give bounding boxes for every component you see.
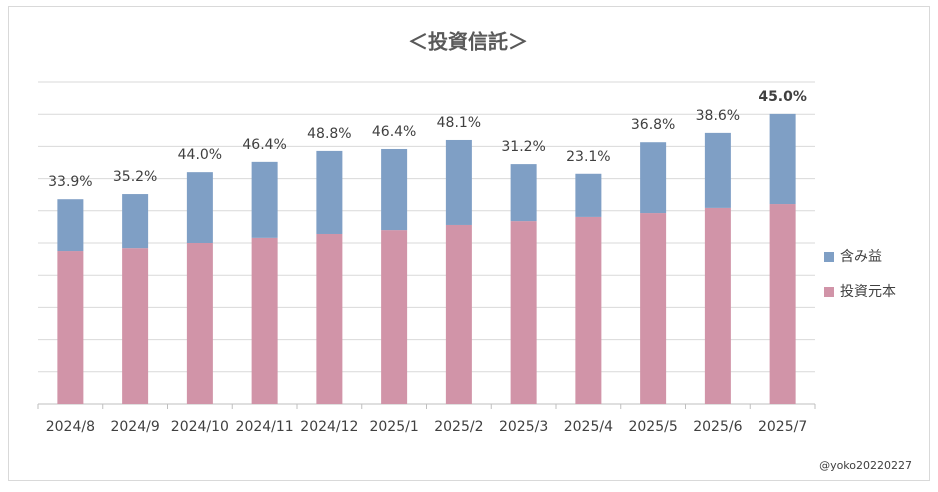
bar-segment — [510, 164, 537, 222]
bar-segment — [575, 216, 602, 404]
data-label: 46.4% — [372, 124, 416, 140]
data-label: 31.2% — [501, 139, 545, 155]
data-label: 38.6% — [696, 108, 740, 124]
bar-segment — [316, 233, 343, 404]
bar-segment — [510, 221, 537, 404]
data-label: 45.0% — [758, 89, 807, 105]
x-tick-label: 2025/1 — [369, 419, 418, 435]
bar-segment — [769, 204, 796, 404]
x-tick-label: 2024/12 — [300, 419, 358, 435]
data-label: 44.0% — [178, 147, 222, 163]
bar-segment — [186, 172, 213, 243]
legend-label: 含み益 — [840, 249, 882, 265]
bar-segment — [445, 139, 472, 225]
x-tick-label: 2024/10 — [171, 419, 229, 435]
x-tick-label: 2024/9 — [110, 419, 159, 435]
legend-label: 投資元本 — [840, 284, 896, 300]
x-tick-label: 2025/3 — [499, 419, 548, 435]
bar-segment — [704, 132, 731, 208]
data-label: 35.2% — [113, 169, 157, 185]
bar-segment — [251, 237, 278, 404]
bar-segment — [122, 248, 149, 404]
bar-segment — [186, 243, 213, 404]
bar-segment — [316, 150, 343, 234]
bar-segment — [640, 213, 667, 404]
x-tick-label: 2025/4 — [564, 419, 613, 435]
x-tick-label: 2025/2 — [434, 419, 483, 435]
bar-segment — [769, 113, 796, 205]
bar-segment — [381, 230, 408, 404]
legend-swatch — [824, 287, 834, 297]
bar-segment — [251, 161, 278, 238]
data-label: 48.1% — [437, 115, 481, 131]
bar-segment — [122, 194, 149, 249]
bar-segment — [57, 251, 84, 404]
chart-title: ＜投資信託＞ — [408, 30, 528, 54]
data-label: 48.8% — [307, 126, 351, 142]
data-label: 23.1% — [566, 149, 610, 165]
x-tick-label: 2025/5 — [628, 419, 677, 435]
data-label: 46.4% — [242, 137, 286, 153]
data-label: 36.8% — [631, 117, 675, 133]
bar-segment — [381, 148, 408, 231]
x-tick-label: 2024/8 — [46, 419, 95, 435]
bar-segment — [57, 199, 84, 252]
x-tick-label: 2024/11 — [236, 419, 294, 435]
x-tick-label: 2025/6 — [693, 419, 742, 435]
note: @yoko20220227 — [819, 459, 912, 472]
data-label: 33.9% — [48, 174, 92, 190]
bar-segment — [704, 207, 731, 404]
bar-segment — [575, 173, 602, 217]
legend-swatch — [824, 252, 834, 262]
x-tick-label: 2025/7 — [758, 419, 807, 435]
bar-segment — [445, 224, 472, 404]
bar-segment — [640, 142, 667, 214]
